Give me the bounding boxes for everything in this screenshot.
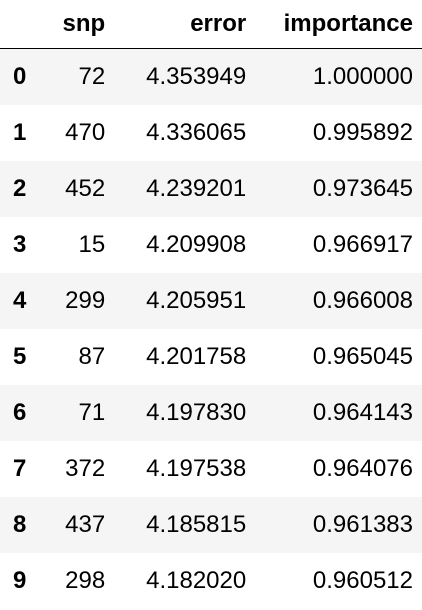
row-index: 8 xyxy=(13,510,27,538)
cell-snp: 299 xyxy=(65,286,106,314)
cell-error: 4.185815 xyxy=(146,510,247,538)
cell-error: 4.201758 xyxy=(146,342,247,370)
cell-snp: 372 xyxy=(65,454,106,482)
cell-importance: 1.000000 xyxy=(312,62,413,90)
row-index: 4 xyxy=(13,286,27,314)
table-row: 7 372 4.197538 0.964076 xyxy=(0,441,422,497)
row-index: 1 xyxy=(13,118,27,146)
table-row: 2 452 4.239201 0.973645 xyxy=(0,160,422,217)
row-index: 9 xyxy=(13,566,27,594)
row-index: 2 xyxy=(13,174,27,202)
cell-snp: 87 xyxy=(78,342,106,370)
cell-error: 4.353949 xyxy=(146,62,247,90)
column-header-error: error xyxy=(105,0,247,49)
cell-error: 4.205951 xyxy=(146,286,247,314)
cell-error: 4.209908 xyxy=(146,230,247,258)
cell-snp: 298 xyxy=(65,566,106,594)
column-header-snp: snp xyxy=(49,0,106,49)
cell-importance: 0.966008 xyxy=(312,286,413,314)
cell-snp: 470 xyxy=(65,118,106,146)
cell-error: 4.197830 xyxy=(146,398,247,426)
cell-snp: 71 xyxy=(78,398,106,426)
cell-snp: 452 xyxy=(65,174,106,202)
column-header-importance: importance xyxy=(246,0,422,49)
cell-snp: 437 xyxy=(65,510,106,538)
cell-snp: 72 xyxy=(78,62,106,90)
table-header: snp error importance xyxy=(0,0,422,49)
cell-importance: 0.964143 xyxy=(312,398,413,426)
cell-importance: 0.965045 xyxy=(312,342,413,370)
row-index: 5 xyxy=(13,342,27,370)
cell-snp: 15 xyxy=(78,230,106,258)
table-body: 0 72 4.353949 1.000000 1 470 4.336065 0.… xyxy=(0,48,422,609)
header-row: snp error importance xyxy=(0,0,422,49)
cell-error: 4.197538 xyxy=(146,454,247,482)
cell-importance: 0.973645 xyxy=(312,174,413,202)
table-row: 3 15 4.209908 0.966917 xyxy=(0,217,422,273)
table-row: 8 437 4.185815 0.961383 xyxy=(0,496,422,553)
row-index: 6 xyxy=(13,398,27,426)
cell-importance: 0.960512 xyxy=(312,566,413,594)
cell-error: 4.336065 xyxy=(146,118,247,146)
cell-importance: 0.995892 xyxy=(312,118,413,146)
table-row: 5 87 4.201758 0.965045 xyxy=(0,329,422,385)
index-header xyxy=(0,0,50,49)
row-index: 7 xyxy=(13,454,27,482)
table-row: 0 72 4.353949 1.000000 xyxy=(0,48,422,105)
cell-importance: 0.966917 xyxy=(312,230,413,258)
cell-importance: 0.964076 xyxy=(312,454,413,482)
row-index: 3 xyxy=(13,230,27,258)
table-row: 6 71 4.197830 0.964143 xyxy=(0,384,422,441)
table-row: 1 470 4.336065 0.995892 xyxy=(0,105,422,161)
cell-error: 4.239201 xyxy=(146,174,247,202)
table-row: 9 298 4.182020 0.960512 xyxy=(0,553,422,609)
cell-error: 4.182020 xyxy=(146,566,247,594)
row-index: 0 xyxy=(13,62,27,90)
table-row: 4 299 4.205951 0.966008 xyxy=(0,272,422,329)
cell-importance: 0.961383 xyxy=(312,510,413,538)
